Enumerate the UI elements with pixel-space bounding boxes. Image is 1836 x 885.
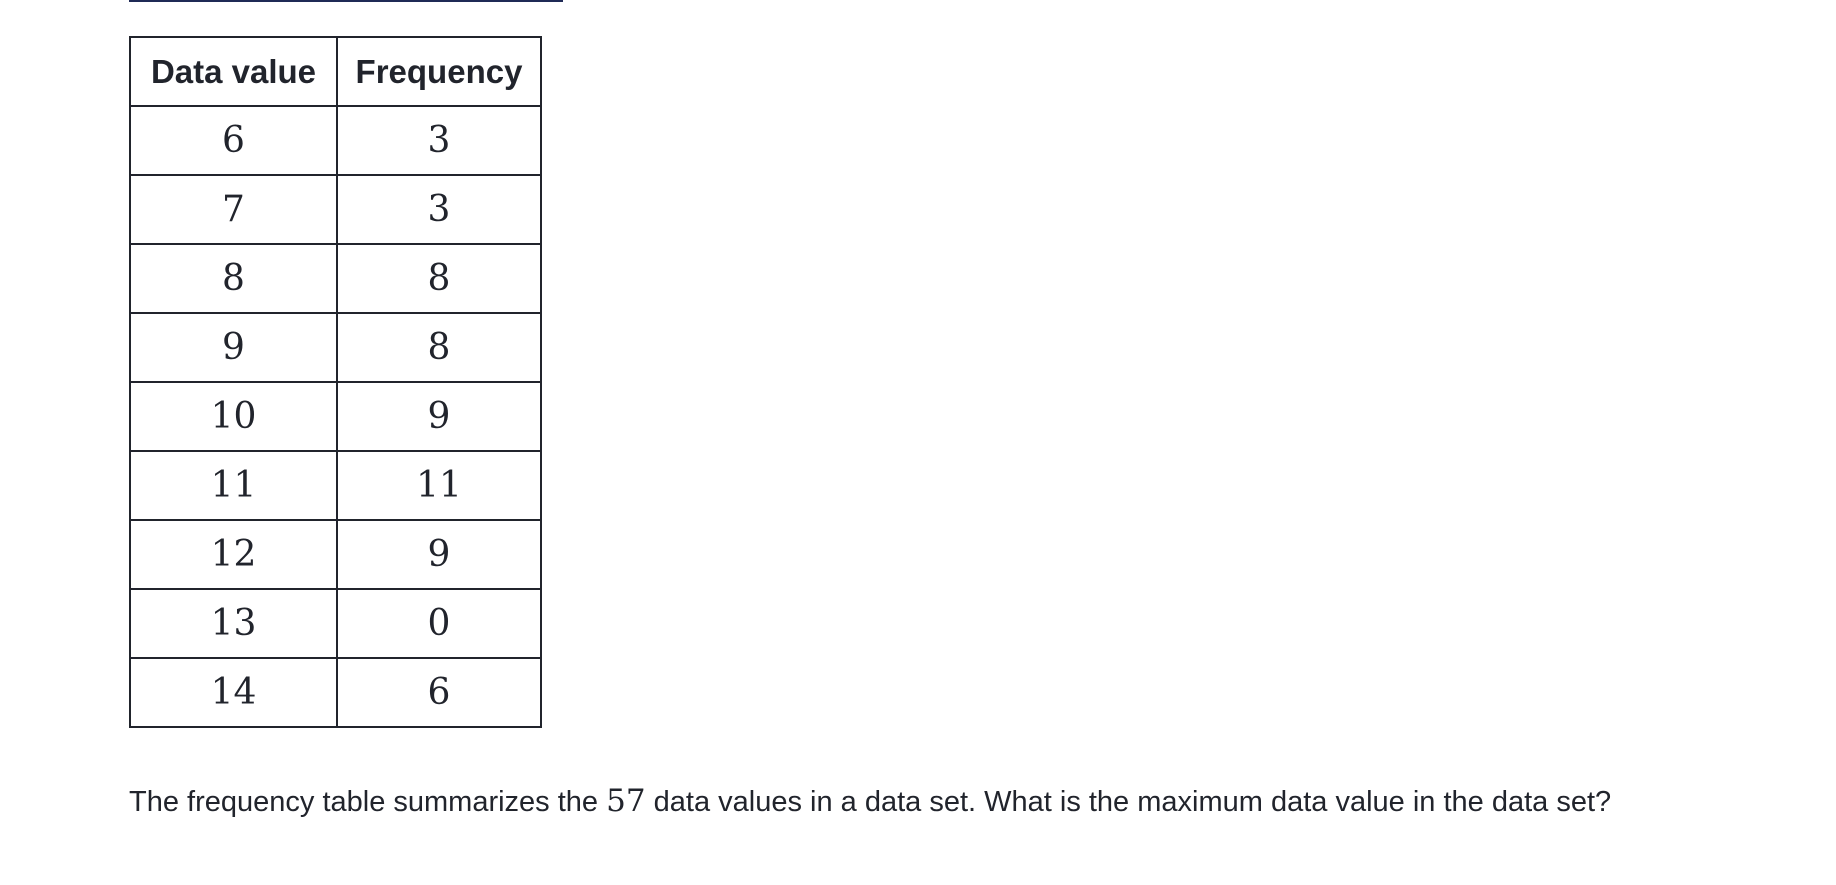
data-value-cell: 8 [129, 243, 338, 314]
data-value-cell: 6 [129, 105, 338, 176]
frequency-cell: 8 [336, 243, 542, 314]
table-row: 8 8 [129, 243, 542, 314]
frequency-cell: 8 [336, 312, 542, 383]
data-value-cell: 13 [129, 588, 338, 659]
header-frequency: Frequency [336, 36, 542, 107]
frequency-cell: 3 [336, 174, 542, 245]
data-value-cell: 10 [129, 381, 338, 452]
data-value-cell: 14 [129, 657, 338, 728]
table-row: 13 0 [129, 588, 542, 659]
data-value-cell: 11 [129, 450, 338, 521]
frequency-cell: 11 [336, 450, 542, 521]
frequency-table: Data value Frequency 6 3 7 3 8 8 9 8 10 … [129, 36, 542, 728]
table-header-row: Data value Frequency [129, 36, 542, 107]
frequency-cell: 6 [336, 657, 542, 728]
table-row: 6 3 [129, 105, 542, 176]
question-text: The frequency table summarizes the 57 da… [129, 779, 1679, 825]
table-row: 11 11 [129, 450, 542, 521]
frequency-cell: 9 [336, 519, 542, 590]
top-divider [129, 0, 563, 2]
frequency-cell: 9 [336, 381, 542, 452]
table-row: 12 9 [129, 519, 542, 590]
frequency-cell: 0 [336, 588, 542, 659]
table-row: 7 3 [129, 174, 542, 245]
data-value-cell: 12 [129, 519, 338, 590]
table-row: 9 8 [129, 312, 542, 383]
data-value-cell: 9 [129, 312, 338, 383]
question-text-before: The frequency table summarizes the [129, 786, 607, 818]
data-count: 57 [606, 783, 646, 819]
frequency-cell: 3 [336, 105, 542, 176]
table-row: 14 6 [129, 657, 542, 728]
data-value-cell: 7 [129, 174, 338, 245]
question-text-after: data values in a data set. What is the m… [645, 786, 1612, 818]
table-row: 10 9 [129, 381, 542, 452]
header-data-value: Data value [129, 36, 338, 107]
